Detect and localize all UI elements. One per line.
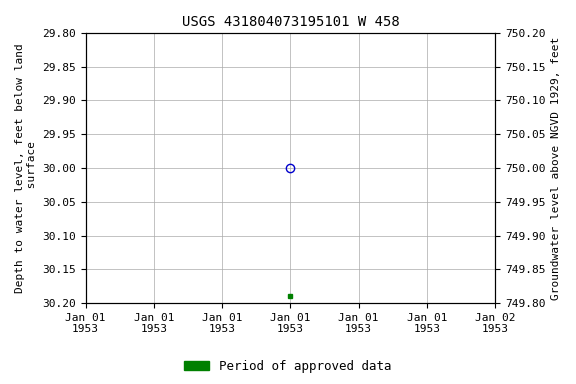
Legend: Period of approved data: Period of approved data [179, 355, 397, 378]
Y-axis label: Depth to water level, feet below land
 surface: Depth to water level, feet below land su… [15, 43, 37, 293]
Title: USGS 431804073195101 W 458: USGS 431804073195101 W 458 [181, 15, 399, 29]
Y-axis label: Groundwater level above NGVD 1929, feet: Groundwater level above NGVD 1929, feet [551, 36, 561, 300]
